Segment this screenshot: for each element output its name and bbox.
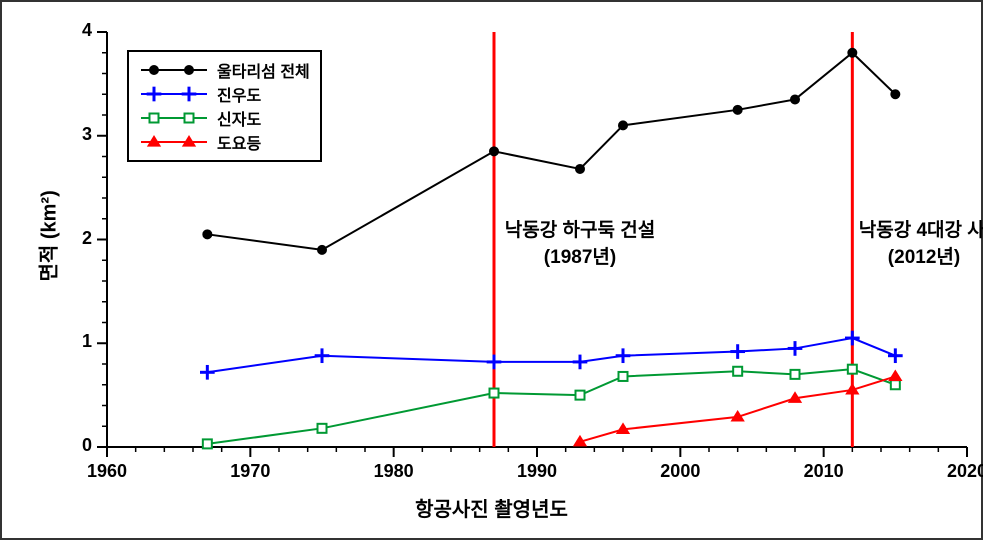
series-신자도 (203, 365, 900, 449)
legend: 울타리섬 전체진우도신자도도요등 (127, 50, 322, 162)
y-tick-label: 1 (67, 331, 92, 352)
y-tick-label: 3 (67, 124, 92, 145)
chart-container: 면적 (km²) 항공사진 촬영년도 1960 1970 1980 1990 2000 2… (0, 0, 983, 540)
legend-row: 울타리섬 전체 (139, 58, 310, 82)
legend-label: 신자도 (217, 106, 261, 130)
x-tick-label: 2010 (794, 461, 854, 482)
y-tick-label: 4 (67, 20, 92, 41)
legend-row: 도요등 (139, 130, 310, 154)
x-tick-label: 2000 (650, 461, 710, 482)
x-axis-label: 항공사진 촬영년도 (2, 493, 981, 522)
legend-swatch (139, 108, 209, 128)
y-axis-label: 면적 (km²) (33, 202, 62, 282)
x-tick-label: 1970 (220, 461, 280, 482)
legend-label: 울타리섬 전체 (217, 58, 310, 82)
y-tick-label: 2 (67, 228, 92, 249)
legend-label: 진우도 (217, 82, 261, 106)
legend-swatch (139, 84, 209, 104)
legend-row: 신자도 (139, 106, 310, 130)
legend-label: 도요등 (217, 130, 261, 154)
x-tick-label: 2020 (937, 461, 983, 482)
legend-swatch (139, 132, 209, 152)
annotation: 낙동강 하구둑 건설(1987년) (470, 215, 690, 269)
y-tick-label: 0 (67, 435, 92, 456)
legend-swatch (139, 60, 209, 80)
x-tick-label: 1980 (364, 461, 424, 482)
annotation: 낙동강 4대강 사'(2012년) (814, 215, 983, 269)
legend-row: 진우도 (139, 82, 310, 106)
x-tick-label: 1990 (507, 461, 567, 482)
x-tick-label: 1960 (77, 461, 137, 482)
